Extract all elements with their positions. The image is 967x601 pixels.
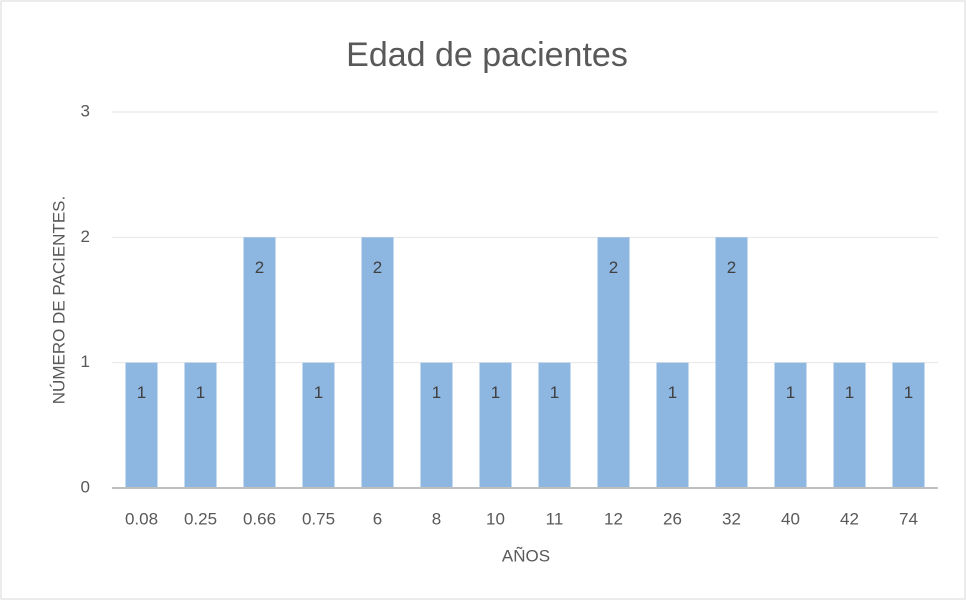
bar xyxy=(479,362,512,488)
x-tick-label: 8 xyxy=(432,509,441,528)
data-label: 1 xyxy=(491,383,500,402)
bar xyxy=(125,362,158,488)
bar xyxy=(420,362,453,488)
x-tick-label: 0.75 xyxy=(302,509,335,528)
bar xyxy=(184,362,217,488)
x-tick-label: 40 xyxy=(781,509,800,528)
x-axis-title: AÑOS xyxy=(502,546,550,565)
x-tick-label: 32 xyxy=(722,509,741,528)
x-tick-label: 6 xyxy=(373,509,382,528)
x-tick-label: 11 xyxy=(546,509,564,528)
data-label: 2 xyxy=(255,258,264,277)
bar xyxy=(538,362,571,488)
x-tick-label: 42 xyxy=(840,509,859,528)
bar xyxy=(302,362,335,488)
data-label: 1 xyxy=(904,383,913,402)
x-tick-label: 0.25 xyxy=(184,509,217,528)
data-label: 1 xyxy=(432,383,441,402)
x-tick-label: 74 xyxy=(899,509,918,528)
bar xyxy=(833,362,866,488)
x-tick-label: 12 xyxy=(604,509,623,528)
bar xyxy=(715,237,748,488)
data-label: 1 xyxy=(550,383,559,402)
data-label: 1 xyxy=(196,383,205,402)
y-tick-label: 2 xyxy=(81,227,90,246)
bar xyxy=(361,237,394,488)
x-tick-label: 0.08 xyxy=(125,509,158,528)
x-tick-label: 26 xyxy=(663,509,682,528)
bar xyxy=(597,237,630,488)
data-label: 1 xyxy=(137,383,146,402)
bar xyxy=(892,362,925,488)
x-tick-label: 10 xyxy=(486,509,505,528)
data-label: 1 xyxy=(845,383,854,402)
data-label: 2 xyxy=(609,258,618,277)
data-label: 1 xyxy=(314,383,323,402)
y-tick-label: 1 xyxy=(81,352,90,371)
bar xyxy=(243,237,276,488)
data-label: 1 xyxy=(668,383,677,402)
y-axis-title: NÚMERO DE PACIENTES. xyxy=(49,196,68,404)
chart-title: Edad de pacientes xyxy=(346,36,628,74)
bar xyxy=(774,362,807,488)
data-label: 1 xyxy=(786,383,795,402)
bar xyxy=(656,362,689,488)
y-tick-label: 0 xyxy=(81,477,90,496)
data-label: 2 xyxy=(727,258,736,277)
x-tick-label: 0.66 xyxy=(243,509,276,528)
y-tick-label: 3 xyxy=(81,101,90,120)
data-label: 2 xyxy=(373,258,382,277)
